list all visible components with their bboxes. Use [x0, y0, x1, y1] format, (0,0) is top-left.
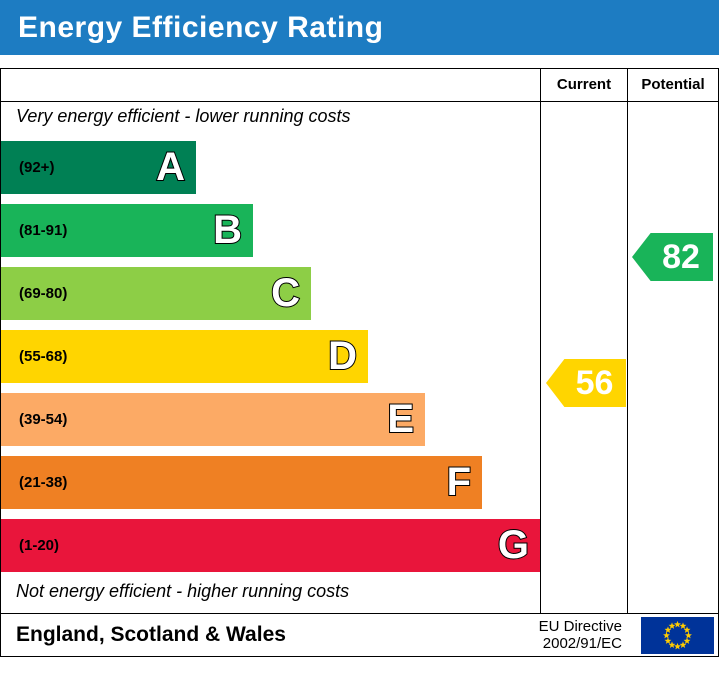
eu-directive-label: EU Directive 2002/91/EC	[539, 618, 622, 652]
band-letter-c: C	[270, 270, 301, 316]
band-letter-g: G	[497, 522, 530, 568]
rating-table: Current Potential Very energy efficient …	[0, 68, 719, 657]
current-column-divider	[540, 69, 541, 613]
potential-rating-arrow: 82	[632, 233, 713, 281]
potential-rating-value: 82	[662, 237, 700, 276]
band-bar-f: (21-38) F	[1, 456, 482, 509]
band-letter-a: A	[155, 144, 186, 190]
potential-column-header: Potential	[641, 76, 705, 93]
band-range-label-d: (55-68)	[19, 348, 68, 365]
band-range-label-f: (21-38)	[19, 474, 68, 491]
band-range-label-g: (1-20)	[19, 537, 60, 554]
band-letter-e: E	[386, 396, 415, 442]
band-letter-b: B	[212, 207, 243, 253]
footer: England, Scotland & Wales EU Directive 2…	[1, 613, 718, 656]
band-bar-a: (92+) A	[1, 141, 196, 194]
current-column-header: Current	[556, 76, 612, 93]
title-bar: Energy Efficiency Rating	[0, 0, 719, 55]
current-rating-value: 56	[575, 363, 614, 402]
band-range-label-a: (92+)	[19, 159, 55, 176]
eu-directive-line1: EU Directive	[538, 618, 622, 635]
current-rating-arrow: 56	[546, 359, 626, 407]
top-note: Very energy efficient - lower running co…	[16, 106, 351, 126]
band-range-label-b: (81-91)	[19, 222, 68, 239]
band-bar-b: (81-91) B	[1, 204, 253, 257]
band-bar-c: (69-80) C	[1, 267, 311, 320]
band-range-label-c: (69-80)	[19, 285, 68, 302]
potential-column-divider	[627, 69, 628, 613]
header-underline	[1, 101, 718, 102]
bottom-note: Not energy efficient - higher running co…	[16, 581, 350, 601]
band-letter-f: F	[446, 459, 472, 505]
eu-directive-line2: 2002/91/EC	[542, 635, 622, 652]
band-bar-e: (39-54) E	[1, 393, 425, 446]
page-title: Energy Efficiency Rating	[18, 10, 384, 44]
band-bar-g: (1-20) G	[1, 519, 540, 572]
band-bar-d: (55-68) D	[1, 330, 368, 383]
band-range-label-e: (39-54)	[19, 411, 68, 428]
eu-flag-icon	[641, 617, 714, 654]
region-label: England, Scotland & Wales	[16, 623, 286, 646]
band-letter-d: D	[327, 333, 358, 379]
